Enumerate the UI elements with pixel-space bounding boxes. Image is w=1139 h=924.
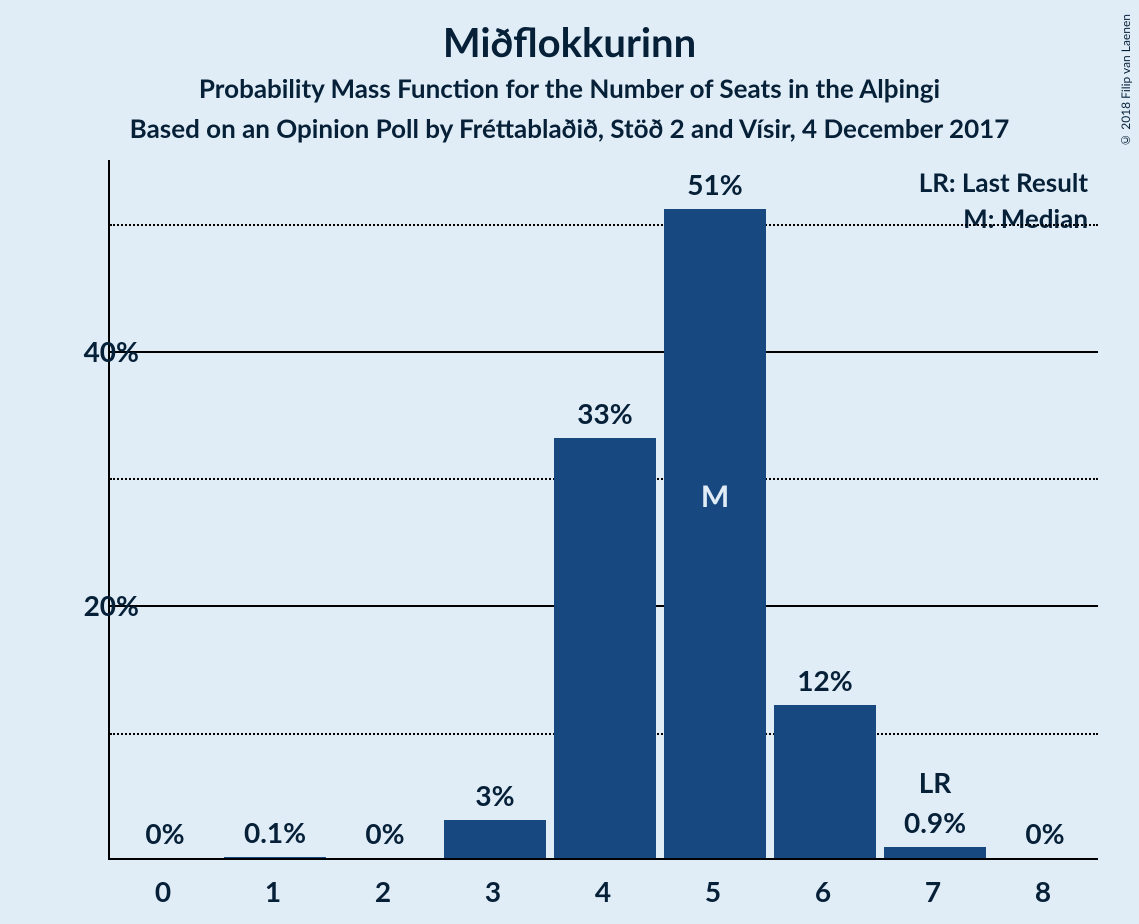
copyright-text: © 2018 Filip van Laenen bbox=[1118, 14, 1133, 148]
bar bbox=[774, 705, 875, 858]
last-result-annotation: LR bbox=[875, 765, 995, 799]
bar bbox=[884, 847, 985, 858]
bar bbox=[554, 438, 655, 858]
x-axis-tick-label: 2 bbox=[353, 874, 413, 908]
bar-value-label: 33% bbox=[550, 396, 660, 430]
chart-title: Miðflokkurinn bbox=[0, 18, 1139, 66]
bar-value-label: 51% bbox=[660, 167, 770, 201]
legend-last-result: LR: Last Result bbox=[919, 166, 1088, 198]
bar-value-label: 12% bbox=[770, 663, 880, 697]
legend-median: M: Median bbox=[963, 202, 1088, 234]
x-axis-tick-label: 6 bbox=[793, 874, 853, 908]
bar-value-label: 3% bbox=[440, 778, 550, 812]
y-axis-tick-label: 40% bbox=[84, 334, 139, 368]
bar-value-label: 0% bbox=[330, 816, 440, 850]
median-annotation: M bbox=[701, 478, 729, 514]
x-axis-tick-label: 3 bbox=[463, 874, 523, 908]
x-axis-tick-label: 8 bbox=[1013, 874, 1073, 908]
plot-area: LR: Last Result M: Median 0%0.1%0%3%33%5… bbox=[108, 160, 1098, 860]
bar-value-label: 0% bbox=[110, 816, 220, 850]
bar bbox=[444, 820, 545, 858]
bar-value-label: 0% bbox=[990, 816, 1100, 850]
x-axis-tick-label: 4 bbox=[573, 874, 633, 908]
x-axis-tick-label: 1 bbox=[243, 874, 303, 908]
bar bbox=[224, 857, 325, 858]
gridline-minor bbox=[110, 224, 1098, 226]
x-axis-tick-label: 5 bbox=[683, 874, 743, 908]
bar-value-label: 0.9% bbox=[880, 805, 990, 839]
bar-value-label: 0.1% bbox=[220, 815, 330, 849]
chart-subtitle-1: Probability Mass Function for the Number… bbox=[0, 72, 1139, 104]
gridline-major bbox=[110, 351, 1098, 353]
x-axis-tick-label: 0 bbox=[133, 874, 193, 908]
x-axis-tick-label: 7 bbox=[903, 874, 963, 908]
chart-container: Miðflokkurinn Probability Mass Function … bbox=[0, 0, 1139, 924]
y-axis-tick-label: 20% bbox=[84, 588, 139, 622]
bar bbox=[664, 209, 765, 858]
chart-subtitle-2: Based on an Opinion Poll by Fréttablaðið… bbox=[0, 112, 1139, 144]
